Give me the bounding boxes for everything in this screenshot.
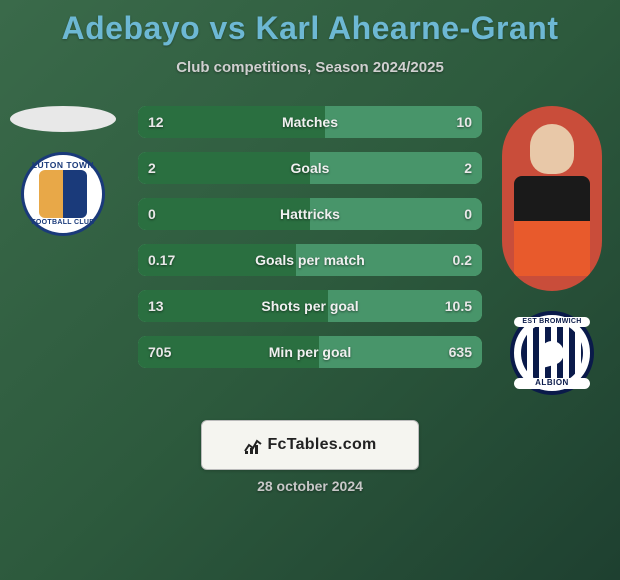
right-club-name-top: EST BROMWICH xyxy=(514,317,590,327)
stat-row: 0Hattricks0 xyxy=(138,198,482,230)
stat-row: 705Min per goal635 xyxy=(138,336,482,368)
date-label: 28 october 2024 xyxy=(0,478,620,494)
right-club-badge: EST BROMWICH ALBION xyxy=(510,311,594,395)
stat-row: 2Goals2 xyxy=(138,152,482,184)
stat-label: Shots per goal xyxy=(138,298,482,314)
stat-right-value: 635 xyxy=(449,344,472,360)
stat-label: Min per goal xyxy=(138,344,482,360)
left-club-shield-icon xyxy=(39,170,87,218)
stat-label: Hattricks xyxy=(138,206,482,222)
stat-row: 12Matches10 xyxy=(138,106,482,138)
fctables-logo: FcTables.com xyxy=(243,435,376,455)
thrush-bird-icon xyxy=(537,338,566,367)
stat-label: Goals per match xyxy=(138,252,482,268)
watermark-text: FcTables.com xyxy=(267,436,376,454)
watermark-card: FcTables.com xyxy=(201,420,419,470)
page-title: Adebayo vs Karl Ahearne-Grant xyxy=(0,0,620,47)
left-club-name-top: LUTON TOWN xyxy=(24,161,102,170)
stat-right-value: 10 xyxy=(456,114,472,130)
stat-right-value: 2 xyxy=(464,160,472,176)
comparison-panel: LUTON TOWN FOOTBALL CLUB EST BROMWICH AL… xyxy=(0,106,620,406)
stat-right-value: 10.5 xyxy=(445,298,472,314)
right-player-photo xyxy=(502,106,602,291)
right-player-column: EST BROMWICH ALBION xyxy=(502,106,602,395)
chart-icon xyxy=(243,435,263,455)
stat-row: 0.17Goals per match0.2 xyxy=(138,244,482,276)
left-club-name-bottom: FOOTBALL CLUB xyxy=(24,219,102,227)
left-player-photo-placeholder xyxy=(10,106,116,132)
left-player-column: LUTON TOWN FOOTBALL CLUB xyxy=(8,106,118,236)
stat-label: Goals xyxy=(138,160,482,176)
stat-right-value: 0 xyxy=(464,206,472,222)
page-subtitle: Club competitions, Season 2024/2025 xyxy=(0,59,620,76)
stat-row: 13Shots per goal10.5 xyxy=(138,290,482,322)
stat-label: Matches xyxy=(138,114,482,130)
left-club-badge: LUTON TOWN FOOTBALL CLUB xyxy=(21,152,105,236)
stat-right-value: 0.2 xyxy=(453,252,472,268)
right-club-name-bottom: ALBION xyxy=(514,378,590,389)
stats-bars: 12Matches10 2Goals2 0Hattricks0 0.17Goals p… xyxy=(138,106,482,382)
